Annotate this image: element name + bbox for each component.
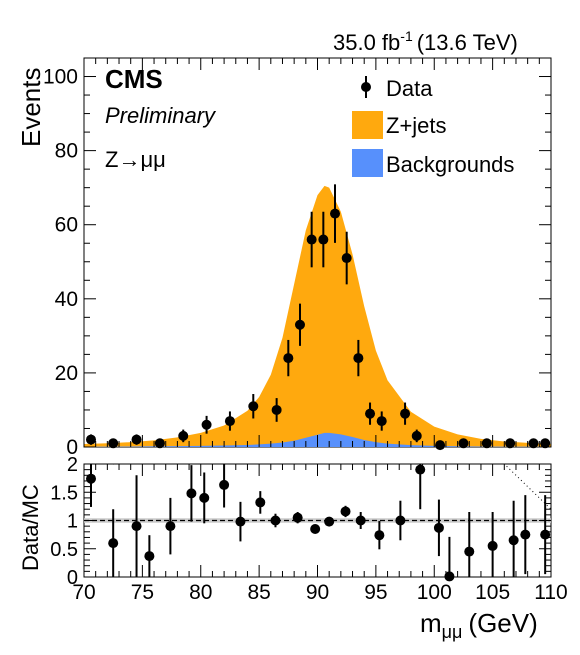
data-point xyxy=(86,434,97,445)
data-point xyxy=(224,411,235,431)
legend-data-marker xyxy=(361,76,371,98)
data-point xyxy=(283,339,294,377)
main-y-axis-title: Events xyxy=(16,68,46,148)
data-point xyxy=(330,184,341,243)
x-tick-label: 105 xyxy=(475,581,510,604)
x-tick-label: 70 xyxy=(72,581,95,604)
x-tick-label: 110 xyxy=(534,581,567,604)
ratio-axes: 0 0.5 1 1.5 2 70 75 80 85 90 95 100 105 110 xyxy=(50,454,568,604)
y-tick-label: 80 xyxy=(55,140,78,163)
data-point xyxy=(131,434,142,445)
legend-zjets-label: Z+jets xyxy=(386,113,447,138)
ratio-point xyxy=(199,472,210,524)
data-point xyxy=(400,402,411,425)
data-point xyxy=(353,339,364,377)
ratio-point xyxy=(520,495,531,575)
ratio-point xyxy=(86,464,97,507)
x-tick-label: 100 xyxy=(417,581,452,604)
x-tick-label: 85 xyxy=(247,581,270,604)
ratio-point xyxy=(395,500,406,541)
data-point xyxy=(481,438,492,449)
ratio-point xyxy=(255,491,266,514)
data-point xyxy=(318,211,329,268)
ratio-point xyxy=(324,516,335,527)
data-point xyxy=(341,231,352,285)
ratio-point xyxy=(292,512,303,524)
ratio-point xyxy=(235,501,246,542)
data-point xyxy=(411,429,422,443)
data-point xyxy=(540,438,551,449)
legend-data-label: Data xyxy=(386,76,433,101)
data-point xyxy=(376,411,387,431)
y-tick-label: 100 xyxy=(43,66,78,89)
data-point xyxy=(294,303,305,346)
data-point xyxy=(528,438,539,449)
ratio-y-tick-label: 0 xyxy=(67,567,78,589)
ratio-y-tick-label: 0.5 xyxy=(50,539,78,561)
y-tick-label: 60 xyxy=(55,214,78,237)
legend: Data Z+jets Backgrounds xyxy=(352,76,514,177)
ratio-point xyxy=(340,505,351,518)
y-tick-label: 20 xyxy=(55,362,78,385)
ratio-point xyxy=(540,495,551,575)
main-plot-area xyxy=(84,184,551,451)
ratio-point xyxy=(433,499,444,557)
ratio-point xyxy=(508,500,519,577)
data-point xyxy=(178,429,189,443)
experiment-label: CMS xyxy=(105,64,163,94)
ratio-point xyxy=(270,513,281,528)
ratio-point xyxy=(464,512,475,577)
ratio-point xyxy=(355,512,366,529)
x-tick-label: 95 xyxy=(364,581,387,604)
process-label: Z→μμ xyxy=(105,147,166,172)
status-label: Preliminary xyxy=(105,103,217,128)
ratio-point xyxy=(131,475,142,577)
data-point xyxy=(458,438,469,449)
x-axis-title: mμμ (GeV) xyxy=(420,608,538,642)
ratio-point xyxy=(186,465,197,522)
ratio-point xyxy=(165,497,176,555)
data-point xyxy=(201,415,212,434)
data-point xyxy=(248,394,259,419)
ratio-point xyxy=(374,521,385,550)
ratio-y-tick-label: 1 xyxy=(67,511,78,533)
ratio-point xyxy=(219,464,230,508)
y-tick-label: 40 xyxy=(55,288,78,311)
data-point xyxy=(306,211,317,268)
data-point xyxy=(108,438,119,449)
ratio-point xyxy=(444,536,455,582)
data-point xyxy=(271,398,282,422)
data-point xyxy=(505,438,516,449)
legend-backgrounds-label: Backgrounds xyxy=(386,152,514,177)
ratio-point xyxy=(415,464,426,510)
ratio-y-tick-label: 1.5 xyxy=(50,482,78,504)
y-tick-label: 0 xyxy=(66,436,78,459)
data-point xyxy=(154,438,165,449)
ratio-y-tick-label: 2 xyxy=(67,454,78,476)
ratio-plot-area xyxy=(84,464,551,582)
x-tick-label: 80 xyxy=(189,581,212,604)
main-axes: 0 20 40 60 80 100 xyxy=(43,57,552,459)
ratio-point xyxy=(310,523,321,534)
zjets-area xyxy=(84,185,551,448)
data-point xyxy=(435,440,446,451)
luminosity-label: 35.0 fb-1 (13.6 TeV) xyxy=(333,28,518,55)
legend-zjets-swatch xyxy=(352,111,383,139)
x-tick-label: 75 xyxy=(131,581,154,604)
ratio-point xyxy=(144,535,155,577)
legend-backgrounds-swatch xyxy=(352,149,383,177)
ratio-y-axis-title: Data/MC xyxy=(18,484,43,571)
data-point xyxy=(365,402,376,425)
x-tick-label: 90 xyxy=(306,581,329,604)
ratio-point xyxy=(108,509,119,577)
